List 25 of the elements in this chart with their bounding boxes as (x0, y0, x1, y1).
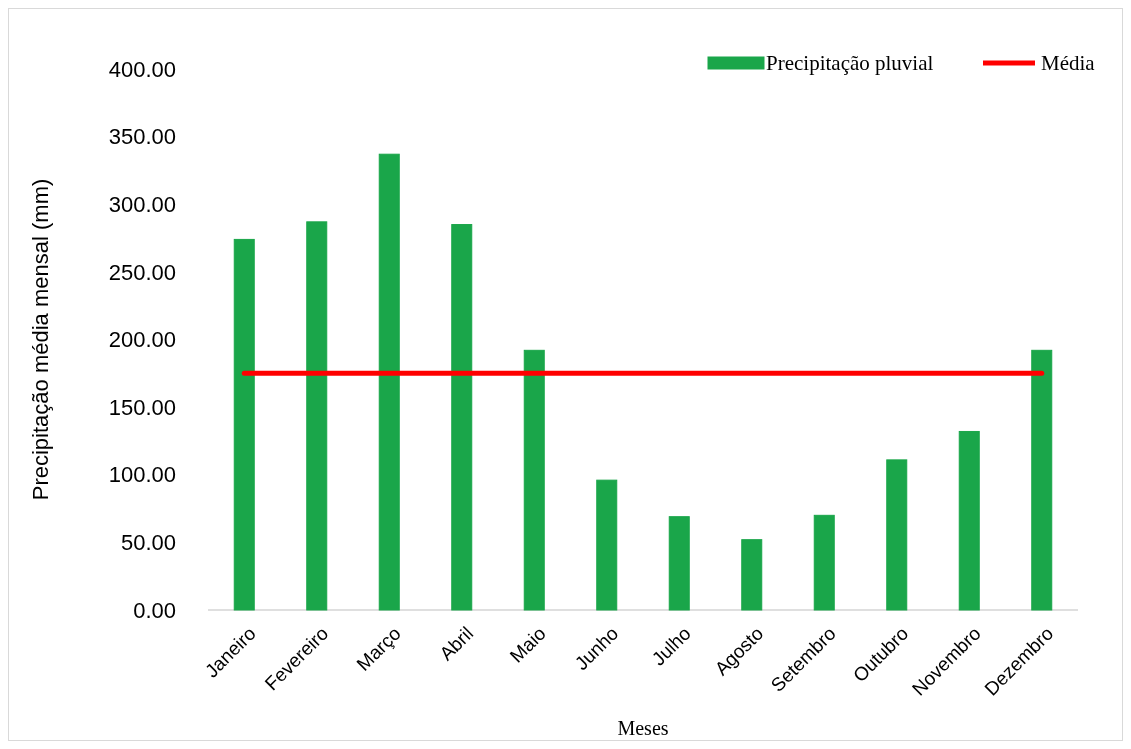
bar (958, 430, 980, 611)
bar (668, 516, 690, 611)
bar (306, 221, 328, 611)
bar (451, 224, 473, 611)
y-tick-label: 100.00 (108, 462, 176, 488)
y-tick-label: 350.00 (108, 124, 176, 150)
bar (378, 153, 400, 611)
bar (523, 349, 545, 611)
bar (741, 539, 763, 611)
y-tick-label: 300.00 (108, 191, 176, 217)
y-tick-label: 0.00 (133, 597, 176, 623)
y-tick-label: 200.00 (108, 327, 176, 353)
legend-label: Precipitação pluvial (766, 51, 934, 76)
y-tick-label: 400.00 (108, 56, 176, 82)
y-tick-label: 150.00 (108, 394, 176, 420)
y-tick-label: 250.00 (108, 259, 176, 285)
bar (813, 514, 835, 611)
y-axis-title: Precipitação média mensal (mm) (28, 178, 53, 501)
bar (886, 459, 908, 611)
bar (596, 479, 618, 611)
bar (233, 238, 255, 611)
legend-label: Média (1041, 51, 1096, 76)
bar (1031, 349, 1053, 611)
x-axis-title: Meses (617, 717, 669, 739)
y-tick-label: 50.00 (120, 530, 176, 556)
